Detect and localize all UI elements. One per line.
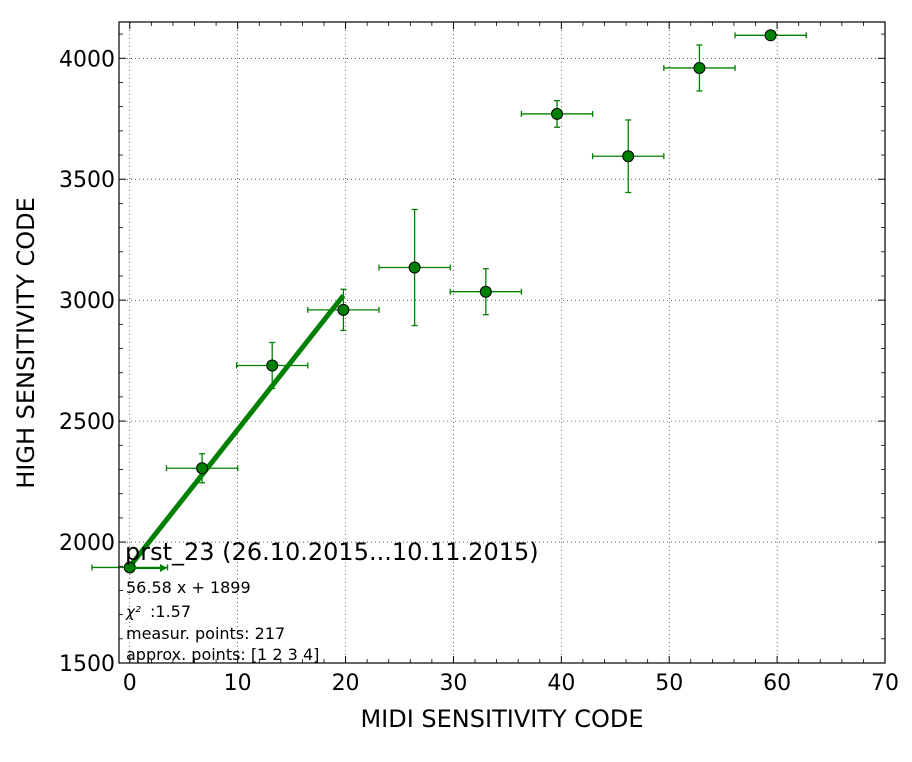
x-tick-label: 60 xyxy=(763,671,791,696)
plot-frame xyxy=(118,21,886,664)
y-axis-label: HIGH SENSITIVITY CODE xyxy=(12,197,40,489)
measur-points: measur. points: 217 xyxy=(126,624,285,643)
y-tick-label: 4000 xyxy=(59,47,115,72)
y-tick-labels: 1500 2000 2500 3000 3500 4000 xyxy=(59,47,115,677)
data-point-marker xyxy=(266,359,279,372)
x-tick-label: 0 xyxy=(123,671,137,696)
grid-lines xyxy=(119,22,886,664)
chart-title: prst_23 (26.10.2015...10.11.2015) xyxy=(125,538,539,566)
error-bars xyxy=(91,32,807,571)
x-tick-labels: 0 10 20 30 40 50 60 70 xyxy=(123,671,899,696)
y-tick-label: 3000 xyxy=(59,289,115,314)
data-point-marker xyxy=(551,107,564,120)
data-points xyxy=(123,29,777,574)
data-point-marker xyxy=(764,29,777,42)
y-tick-label: 2500 xyxy=(59,410,115,435)
x-tick-label: 10 xyxy=(224,671,252,696)
chi2-symbol: χ² xyxy=(125,603,141,621)
fit-equation: 56.58 x + 1899 xyxy=(126,578,251,597)
fit-line xyxy=(127,293,346,569)
x-tick-label: 40 xyxy=(547,671,575,696)
x-tick-label: 20 xyxy=(332,671,360,696)
x-axis-label: MIDI SENSITIVITY CODE xyxy=(360,705,643,733)
data-point-marker xyxy=(196,462,209,475)
title-arrow-head xyxy=(160,564,167,572)
data-point-marker xyxy=(479,285,492,298)
data-point-marker xyxy=(693,61,706,74)
chi2-value: :1.57 xyxy=(150,602,191,621)
axis-ticks xyxy=(119,22,886,664)
data-point-marker xyxy=(408,261,421,274)
data-point-marker xyxy=(622,150,635,163)
y-tick-label: 2000 xyxy=(59,531,115,556)
x-tick-label: 50 xyxy=(655,671,683,696)
x-tick-label: 70 xyxy=(871,671,899,696)
fit-line-group xyxy=(127,293,346,569)
approx-points: approx. points: [1 2 3 4] xyxy=(126,645,319,664)
y-tick-label: 3500 xyxy=(59,168,115,193)
data-point-marker xyxy=(337,303,350,316)
x-tick-label: 30 xyxy=(439,671,467,696)
y-tick-label: 1500 xyxy=(59,652,115,677)
